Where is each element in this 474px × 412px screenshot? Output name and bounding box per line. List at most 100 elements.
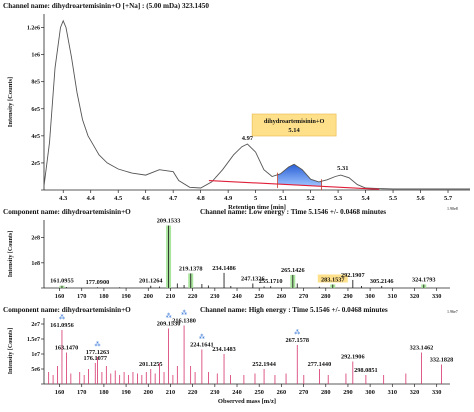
spectrum-2-x-tick-label: 160 [55, 389, 64, 396]
peak-highlight [188, 273, 194, 288]
spectrum-2-peak-label: 292.1906 [341, 354, 365, 361]
chromatogram-x-tick-label: 4.8 [197, 195, 206, 202]
spectrum-1-y-axis-label: Intensity [Counts] [8, 231, 14, 278]
spectrum-1-x-tick-label: 310 [388, 293, 397, 300]
spectrum-2-x-tick-label: 180 [99, 389, 108, 396]
spectrum-1-peak-label: 305.2146 [370, 278, 394, 285]
chromatogram-x-tick-label: 5.3 [334, 195, 343, 202]
peak-highlight [330, 284, 336, 288]
spectrum-1-x-tick-label: 290 [343, 293, 352, 300]
chromatogram-x-tick-label: 5.4 [361, 195, 370, 202]
chromatogram-y-tick-label: 1.2e6 [27, 26, 40, 32]
spectrum-2-x-axis-label: Observed mass [m/z] [218, 398, 276, 405]
peak-highlight [166, 225, 172, 288]
peak-callout-name: dihydroartemisinin+O [264, 118, 325, 125]
chromatogram-x-tick-label: 4.4 [87, 195, 96, 202]
spectrum-2-x-tick-label: 190 [121, 389, 130, 396]
chromatogram-title: Channel name: dihydroartemisinin+O [+Na]… [3, 2, 209, 10]
spectrum-1-peak-label: 161.0955 [50, 278, 74, 285]
fragment-marker-icon: ⁂ [199, 335, 205, 341]
spectrum-1-x-tick-label: 220 [188, 293, 197, 300]
spectrum-2-x-tick-label: 320 [410, 389, 419, 396]
peak-label-497: 4.97 [242, 135, 254, 142]
spectrum-1-x-tick-label: 180 [99, 293, 108, 300]
fragment-marker-icon: ⁂ [166, 314, 172, 320]
high-energy-channel-title: Channel name: High energy : Time 5.1546 … [200, 306, 388, 314]
spectrum-2-x-tick-label: 230 [210, 389, 219, 396]
fragment-marker-icon: ⁂ [294, 330, 300, 336]
chromatogram-y-tick-label: 1e6 [31, 53, 40, 59]
spectrum-2-x-tick-label: 270 [299, 389, 308, 396]
low-energy-corner-tag: 1.90e8 [447, 206, 458, 211]
spectrum-2-x-tick-label: 220 [188, 389, 197, 396]
spectrum-2-y-tick-label: 1.5e7 [27, 337, 40, 343]
spectrum-2-x-tick-label: 240 [232, 389, 241, 396]
fragment-marker-icon: ⁂ [181, 311, 187, 317]
spectrum-2-x-tick-label: 300 [365, 389, 374, 396]
high-energy-component-title: Component name: dihydroartemisinin+O [3, 306, 131, 314]
peak-callout-box [251, 113, 337, 137]
spectrum-2-peak-label: 161.0956 [50, 322, 74, 329]
spectrum-1-y-tick-label: 2e8 [31, 236, 40, 242]
chromatogram-x-tick-label: 5 [254, 195, 258, 202]
spectrum-2-peak-label: 201.1255 [139, 361, 163, 368]
spectrum-2-x-tick-label: 310 [388, 389, 397, 396]
spectrum-2-y-tick-label: 2e7 [31, 322, 40, 328]
chromatogram-x-tick-label: 5.6 [416, 195, 425, 202]
chromatogram-x-tick-label: 4.6 [142, 195, 151, 202]
spectrum-1-x-tick-label: 280 [321, 293, 330, 300]
spectrum-1-y-tick-label: 1e8 [31, 261, 40, 267]
spectrum-2-peak-label: 216.1380 [172, 318, 196, 325]
spectrum-1-x-tick-label: 330 [432, 293, 441, 300]
spectrum-2-y-axis-label: Intensity [Counts] [8, 328, 14, 375]
chromatogram-x-tick-label: 5.5 [389, 195, 398, 202]
spectrum-1-x-tick-label: 270 [299, 293, 308, 300]
spectrum-1-x-tick-label: 320 [410, 293, 419, 300]
chromatogram-x-tick-label: 4.5 [114, 195, 123, 202]
spectrum-2-y-tick-label: 5e6 [31, 367, 40, 373]
spectrum-2-x-tick-label: 280 [321, 389, 330, 396]
spectrum-1-peak-label: 324.1793 [412, 276, 436, 283]
chromatogram-y-tick-label: 2e5 [31, 161, 40, 167]
spectrum-2-x-tick-label: 170 [77, 389, 86, 396]
spectrum-2-peak-label: 252.1944 [252, 361, 276, 368]
spectrum-1-peak-label: 265.1426 [281, 267, 305, 274]
fragment-marker-icon: ⁂ [59, 315, 65, 321]
chromatogram-y-axis-label: Intensity [Counts] [7, 77, 14, 127]
chromatogram-trace [43, 19, 470, 190]
low-energy-channel-title: Channel name: Low energy : Time 5.1546 +… [200, 208, 387, 216]
integrated-peak-area [277, 164, 322, 187]
spectrum-1-peak-label: 247.1326 [241, 275, 265, 282]
spectrum-1-x-tick-label: 170 [77, 293, 86, 300]
high-energy-corner-tag: 1.96e7 [447, 309, 458, 314]
spectrum-1-peak-label: 177.0900 [86, 279, 110, 286]
spectrum-2-x-tick-label: 290 [343, 389, 352, 396]
spectrum-1-x-tick-label: 240 [232, 293, 241, 300]
spectrum-2-peak-label: 234.1483 [212, 346, 236, 353]
spectrum-2-x-tick-label: 330 [432, 389, 441, 396]
spectrum-2-peak-label: 209.1530 [157, 321, 181, 328]
spectrum-1-x-tick-label: 300 [365, 293, 374, 300]
spectrum-1-peak-label: 234.1486 [212, 265, 236, 272]
spectrum-2-x-tick-label: 210 [166, 389, 175, 396]
spectrum-1-peak-label: 209.1533 [157, 218, 181, 225]
spectrum-1-x-tick-label: 190 [121, 293, 130, 300]
chromatogram-y-tick-label: 4e5 [31, 134, 40, 140]
low-energy-component-title: Component name: dihydroartemisinin+O [3, 208, 131, 216]
spectrum-2-peak-label: 267.1578 [285, 337, 309, 344]
spectrum-1-x-tick-label: 210 [166, 293, 175, 300]
spectrum-1-x-tick-label: 260 [277, 293, 286, 300]
spectrum-2-peak-label: 176.1077 [83, 355, 107, 362]
chromatogram-x-tick-label: 4.3 [59, 195, 68, 202]
spectrum-1-peak-label: 201.1264 [139, 278, 163, 285]
spectrum-2-y-tick-label: 1e7 [31, 352, 40, 358]
chromatogram-y-tick-label: 8e5 [31, 80, 40, 86]
chromatogram-x-tick-label: 4.9 [224, 195, 233, 202]
chromatogram-x-tick-label: 5.1 [279, 195, 287, 202]
spectrum-2-x-tick-label: 200 [144, 389, 153, 396]
spectrum-2-peak-label: 163.1470 [55, 345, 79, 352]
spectrum-2-peak-label: 332.1828 [430, 357, 454, 364]
spectrum-2-peak-label: 224.1641 [190, 342, 214, 349]
peak-label-531: 5.31 [337, 165, 348, 172]
